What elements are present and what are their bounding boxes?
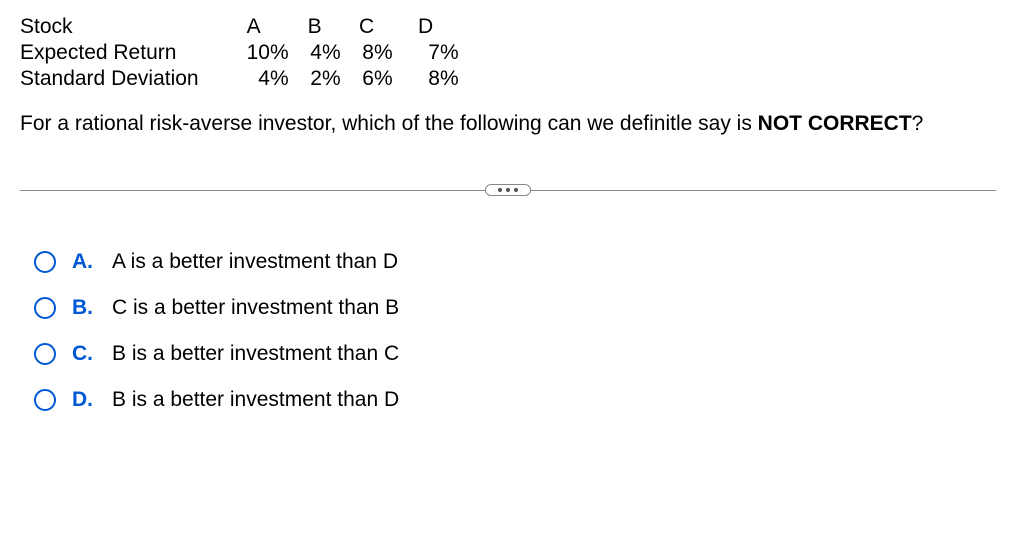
dot-icon	[514, 188, 518, 192]
cell-er-d: 7%	[393, 40, 459, 66]
col-header-d: D	[393, 14, 459, 40]
option-letter-d: D.	[72, 388, 96, 412]
option-letter-c: C.	[72, 342, 96, 366]
radio-a[interactable]	[34, 251, 56, 273]
cell-sd-c: 6%	[341, 66, 393, 92]
question-suffix: ?	[912, 112, 924, 135]
row-label-expected-return: Expected Return	[20, 40, 219, 66]
question-text: For a rational risk-averse investor, whi…	[20, 110, 996, 138]
radio-c[interactable]	[34, 343, 56, 365]
question-bold: NOT CORRECT	[758, 112, 912, 135]
col-header-c: C	[341, 14, 393, 40]
option-letter-b: B.	[72, 296, 96, 320]
cell-sd-b: 2%	[289, 66, 341, 92]
option-text-b: C is a better investment than B	[112, 296, 399, 320]
option-text-d: B is a better investment than D	[112, 388, 399, 412]
dot-icon	[498, 188, 502, 192]
option-b[interactable]: B. C is a better investment than B	[34, 296, 996, 320]
cell-er-a: 10%	[219, 40, 289, 66]
col-header-b: B	[289, 14, 341, 40]
answer-options: A. A is a better investment than D B. C …	[20, 250, 996, 412]
option-a[interactable]: A. A is a better investment than D	[34, 250, 996, 274]
cell-sd-d: 8%	[393, 66, 459, 92]
row-label-stock: Stock	[20, 14, 219, 40]
option-c[interactable]: C. B is a better investment than C	[34, 342, 996, 366]
radio-b[interactable]	[34, 297, 56, 319]
radio-d[interactable]	[34, 389, 56, 411]
option-letter-a: A.	[72, 250, 96, 274]
option-d[interactable]: D. B is a better investment than D	[34, 388, 996, 412]
dot-icon	[506, 188, 510, 192]
option-text-c: B is a better investment than C	[112, 342, 399, 366]
section-divider	[20, 178, 996, 202]
cell-er-b: 4%	[289, 40, 341, 66]
question-prefix: For a rational risk-averse investor, whi…	[20, 112, 758, 135]
option-text-a: A is a better investment than D	[112, 250, 398, 274]
stock-data-table: Stock A B C D Expected Return 10% 4% 8% …	[20, 14, 459, 92]
col-header-a: A	[219, 14, 289, 40]
cell-sd-a: 4%	[219, 66, 289, 92]
row-label-std-dev: Standard Deviation	[20, 66, 219, 92]
cell-er-c: 8%	[341, 40, 393, 66]
expand-pill[interactable]	[485, 184, 531, 196]
